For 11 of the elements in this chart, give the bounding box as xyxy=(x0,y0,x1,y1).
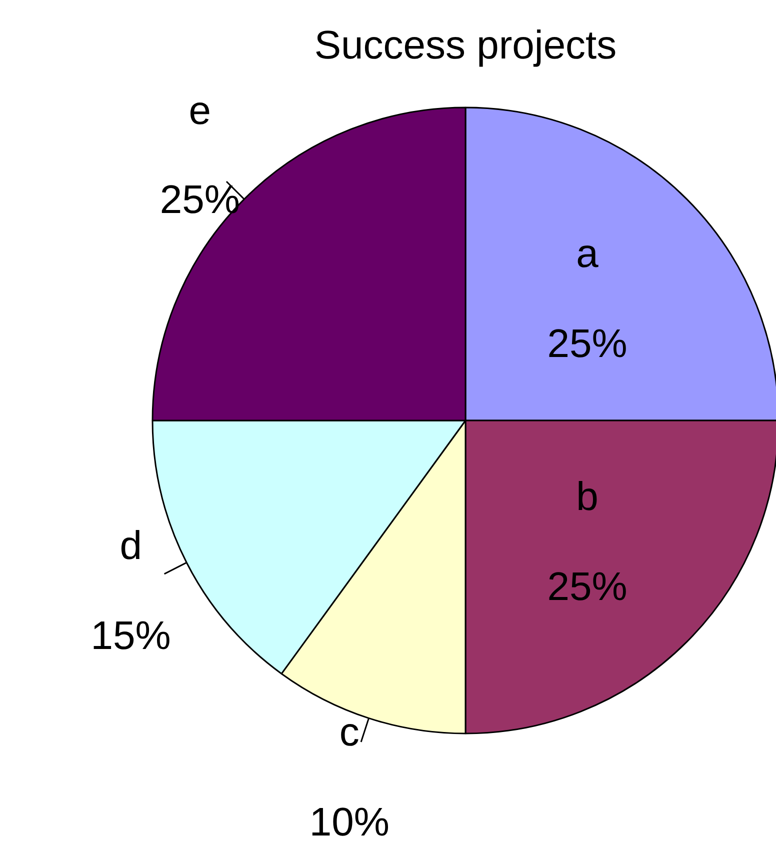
data-label: 25% xyxy=(547,322,628,366)
data-label: 25% xyxy=(160,178,240,222)
slice-label: d xyxy=(120,524,142,568)
data-label: 15% xyxy=(90,614,171,658)
slice-label: b xyxy=(576,475,598,520)
data-label: 25% xyxy=(547,565,628,610)
data-label: 10% xyxy=(309,800,390,845)
slice-label: a xyxy=(576,232,600,276)
slice-label: e xyxy=(188,88,212,133)
slice-label: c xyxy=(339,710,360,755)
chart-title: Success projects xyxy=(314,24,617,68)
